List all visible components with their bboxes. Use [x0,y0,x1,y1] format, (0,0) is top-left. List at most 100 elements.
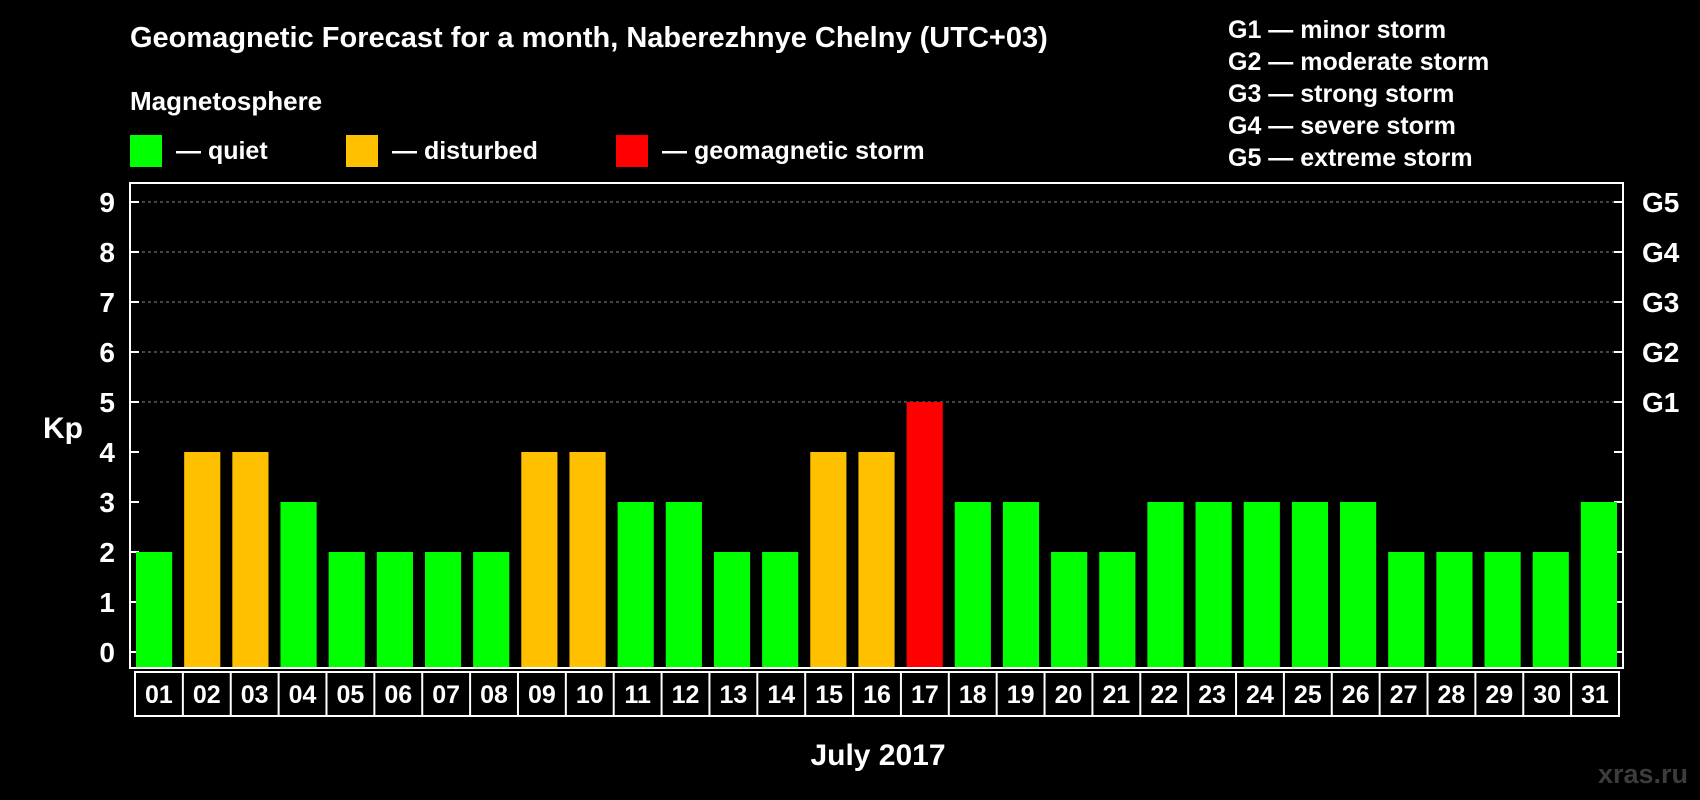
bar [906,402,943,667]
bar [521,452,558,667]
bar [569,452,606,667]
x-tick-label: 07 [432,681,460,709]
bar [136,552,173,667]
x-tick-label: 15 [815,681,843,709]
legend-heading: Magnetosphere [130,86,323,116]
bar [858,452,895,667]
bar [280,502,317,667]
x-tick-label: 19 [1007,681,1035,709]
legend-swatch-quiet [130,135,162,167]
x-tick-label: 09 [528,681,556,709]
g-scale-g5: G5 — extreme storm [1228,144,1473,172]
x-tick-label: 22 [1150,681,1178,709]
x-tick-label: 04 [289,681,317,709]
bar [1195,502,1232,667]
y-tick-label: 4 [99,437,115,468]
bar [232,452,269,667]
watermark: xras.ru [1597,759,1688,789]
g-scale-tick-label: G4 [1642,237,1680,268]
x-tick-label: 12 [672,681,700,709]
g-scale-tick-label: G2 [1642,337,1679,368]
bar [1436,552,1473,667]
g-scale-tick-label: G1 [1642,387,1679,418]
y-axis-label: Kp [43,412,83,445]
legend-swatch-disturbed [346,135,378,167]
x-label-strip [134,671,1620,717]
x-tick-label: 08 [480,681,508,709]
bar [1484,552,1521,667]
bar [617,502,654,667]
bar [1532,552,1569,667]
g-scale-g3: G3 — strong storm [1228,80,1455,108]
x-tick-label: 18 [959,681,987,709]
y-tick-label: 7 [99,287,115,318]
bar [1340,502,1377,667]
legend-item-storm: — geomagnetic storm [616,135,925,167]
g-scale-legend: G1 — minor storm G2 — moderate storm G3 … [1228,14,1489,174]
g-scale-tick-label: G5 [1642,187,1679,218]
y-tick-label: 5 [99,387,115,418]
x-tick-label: 03 [241,681,269,709]
x-tick-label: 24 [1246,681,1274,709]
bar [424,552,462,667]
x-tick-label: 05 [337,681,365,709]
y-tick-label: 0 [99,637,115,668]
x-tick-label: 14 [767,681,795,709]
bar [1051,552,1088,667]
g-scale-g2: G2 — moderate storm [1228,48,1490,76]
bar [376,552,413,667]
x-tick-label: 25 [1294,681,1322,709]
legend-label-quiet: — quiet [176,136,268,165]
x-tick-label: 29 [1485,681,1513,709]
y-tick-label: 6 [99,337,115,368]
bar [184,452,221,667]
y-tick-label: 9 [99,187,115,218]
x-tick-label: 30 [1533,681,1561,709]
x-tick-label: 16 [863,681,891,709]
bar [665,502,702,667]
legend-item-disturbed: — disturbed [346,135,538,167]
x-tick-label: 23 [1198,681,1226,709]
y-tick-label: 8 [99,237,115,268]
x-tick-label: 28 [1438,681,1466,709]
x-tick-label: 31 [1581,681,1609,709]
x-tick-label: 06 [384,681,412,709]
bar [1002,502,1040,667]
bar [328,552,365,667]
chart-title: Geomagnetic Forecast for a month, Nabere… [130,22,1048,54]
bar [1099,552,1136,667]
y-tick-label: 3 [99,487,115,518]
y-tick-label: 2 [99,537,115,568]
bar [810,452,847,667]
x-tick-label: 21 [1102,681,1130,709]
legend-label-disturbed: — disturbed [392,136,538,165]
legend-swatch-storm [616,135,648,167]
x-tick-label: 10 [576,681,604,709]
legend-label-storm: — geomagnetic storm [662,136,925,165]
x-tick-label: 02 [193,681,221,709]
x-tick-label: 27 [1390,681,1418,709]
bar [473,552,510,667]
x-axis-label: July 2017 [810,739,945,772]
bar [1388,552,1425,667]
bar [1580,502,1617,667]
g-scale-g4: G4 — severe storm [1228,112,1456,140]
g-scale-tick-label: G3 [1642,287,1679,318]
bar [1147,502,1184,667]
bar [762,552,799,667]
plot-frame [129,182,1624,669]
x-tick-label: 13 [719,681,747,709]
x-tick-label: 20 [1055,681,1083,709]
legend-item-quiet: — quiet [130,135,268,167]
x-tick-label: 11 [624,681,651,709]
x-tick-label: 01 [145,681,173,709]
x-tick-label: 26 [1342,681,1370,709]
bar [713,552,751,667]
bar [1291,502,1329,667]
g-scale-g1: G1 — minor storm [1228,16,1447,44]
y-tick-label: 1 [99,587,115,618]
x-tick-label: 17 [911,681,939,709]
bar [1243,502,1280,667]
bar [954,502,991,667]
